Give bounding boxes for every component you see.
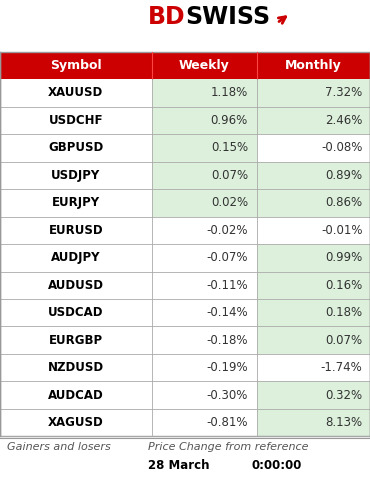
Bar xyxy=(0,299,152,326)
Text: -0.07%: -0.07% xyxy=(206,251,248,264)
Text: -0.14%: -0.14% xyxy=(206,306,248,319)
Bar xyxy=(0,79,152,106)
Text: EURJPY: EURJPY xyxy=(52,196,100,210)
Bar xyxy=(257,272,370,299)
Text: XAGUSD: XAGUSD xyxy=(48,416,104,429)
Bar xyxy=(0,52,370,79)
Bar xyxy=(257,216,370,244)
Text: 0.32%: 0.32% xyxy=(326,388,363,402)
Text: Monthly: Monthly xyxy=(285,59,342,72)
Bar xyxy=(152,162,257,189)
Text: -0.19%: -0.19% xyxy=(206,361,248,374)
Text: 0.86%: 0.86% xyxy=(326,196,363,210)
Text: 0.89%: 0.89% xyxy=(326,169,363,182)
Text: 0.07%: 0.07% xyxy=(326,334,363,347)
Text: -1.74%: -1.74% xyxy=(321,361,363,374)
Text: 28 March: 28 March xyxy=(148,459,209,472)
Text: Price Change from reference: Price Change from reference xyxy=(148,442,309,452)
Text: 0.07%: 0.07% xyxy=(211,169,248,182)
Text: 0.99%: 0.99% xyxy=(325,251,363,264)
Bar xyxy=(152,409,257,436)
Bar xyxy=(0,162,152,189)
Bar xyxy=(152,189,257,216)
Bar xyxy=(0,106,152,134)
Text: -0.02%: -0.02% xyxy=(206,224,248,237)
Text: 0.96%: 0.96% xyxy=(211,114,248,127)
Bar xyxy=(257,79,370,106)
Text: GBPUSD: GBPUSD xyxy=(48,141,104,154)
Text: 0:00:00: 0:00:00 xyxy=(252,459,302,472)
Bar xyxy=(0,52,370,436)
Bar xyxy=(0,326,152,354)
Bar xyxy=(257,382,370,409)
Text: NZDUSD: NZDUSD xyxy=(48,361,104,374)
Text: -0.30%: -0.30% xyxy=(206,388,248,402)
Bar xyxy=(152,216,257,244)
Text: 0.15%: 0.15% xyxy=(211,141,248,154)
Bar xyxy=(0,134,152,162)
Bar xyxy=(257,244,370,272)
Bar xyxy=(152,382,257,409)
Text: 0.18%: 0.18% xyxy=(326,306,363,319)
Bar xyxy=(152,106,257,134)
Bar xyxy=(152,299,257,326)
Text: USDJPY: USDJPY xyxy=(51,169,101,182)
Text: 8.13%: 8.13% xyxy=(326,416,363,429)
Text: -0.01%: -0.01% xyxy=(321,224,363,237)
Text: 1.18%: 1.18% xyxy=(211,86,248,100)
Bar xyxy=(152,272,257,299)
Bar xyxy=(257,354,370,382)
Bar xyxy=(0,272,152,299)
Text: XAUUSD: XAUUSD xyxy=(48,86,104,100)
Text: -0.18%: -0.18% xyxy=(206,334,248,347)
Bar xyxy=(257,162,370,189)
Bar xyxy=(152,79,257,106)
Bar xyxy=(152,326,257,354)
Text: AUDUSD: AUDUSD xyxy=(48,279,104,292)
Text: EURGBP: EURGBP xyxy=(49,334,103,347)
Bar xyxy=(257,409,370,436)
Text: 2.46%: 2.46% xyxy=(325,114,363,127)
Text: -0.81%: -0.81% xyxy=(206,416,248,429)
Text: BD: BD xyxy=(147,5,185,29)
Bar xyxy=(0,354,152,382)
Text: Gainers and losers: Gainers and losers xyxy=(7,442,111,452)
Bar xyxy=(0,409,152,436)
Bar xyxy=(257,326,370,354)
Bar xyxy=(0,244,152,272)
Text: EURUSD: EURUSD xyxy=(48,224,103,237)
Text: 0.16%: 0.16% xyxy=(325,279,363,292)
Text: 7.32%: 7.32% xyxy=(325,86,363,100)
Bar xyxy=(152,244,257,272)
Text: USDCHF: USDCHF xyxy=(48,114,103,127)
Bar xyxy=(152,134,257,162)
Bar xyxy=(0,382,152,409)
Text: Weekly: Weekly xyxy=(179,59,230,72)
Bar xyxy=(152,354,257,382)
Bar xyxy=(257,134,370,162)
Text: -0.11%: -0.11% xyxy=(206,279,248,292)
Bar xyxy=(0,189,152,216)
Text: AUDJPY: AUDJPY xyxy=(51,251,101,264)
Bar xyxy=(257,299,370,326)
Text: SWISS: SWISS xyxy=(185,5,270,29)
Bar xyxy=(257,106,370,134)
Text: USDCAD: USDCAD xyxy=(48,306,104,319)
Bar xyxy=(0,216,152,244)
Text: Symbol: Symbol xyxy=(50,59,102,72)
Text: AUDCAD: AUDCAD xyxy=(48,388,104,402)
Text: 0.02%: 0.02% xyxy=(211,196,248,210)
Bar xyxy=(257,189,370,216)
Text: -0.08%: -0.08% xyxy=(321,141,363,154)
